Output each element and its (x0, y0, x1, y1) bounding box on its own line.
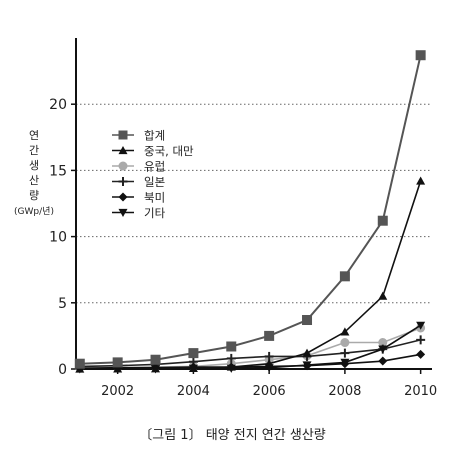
y-tick-label: 20 (49, 97, 67, 113)
axes (71, 38, 432, 374)
figure-caption: 〔그림 1〕 태양 전지 연간 생산량 (139, 428, 326, 443)
data-point (264, 359, 274, 368)
data-point (416, 176, 426, 185)
data-point (340, 358, 350, 367)
data-point (340, 338, 350, 348)
legend-entry: 기타 (112, 206, 166, 220)
y-axis-label-char: 산 (28, 174, 40, 187)
legend-marker (118, 161, 128, 171)
data-point (226, 353, 236, 363)
data-point (113, 364, 123, 373)
legend-marker (118, 177, 128, 186)
data-point (340, 348, 350, 358)
legend-entry: 합계 (112, 129, 165, 143)
x-tick-label: 2008 (328, 384, 361, 399)
y-tick-label: 15 (49, 163, 67, 179)
data-point (74, 358, 85, 369)
data-point (112, 357, 123, 368)
data-point (226, 362, 236, 371)
data-point (378, 345, 388, 354)
data-point (340, 327, 350, 336)
data-point (377, 215, 388, 226)
data-point (302, 315, 313, 326)
data-point (416, 335, 426, 345)
data-point (302, 361, 312, 370)
legend-entry: 중국, 대만 (112, 144, 194, 158)
data-point (416, 321, 426, 330)
legend-marker (118, 130, 128, 140)
series-lines (74, 50, 426, 374)
y-axis-label-char: 간 (28, 144, 40, 157)
legend-entry: 일본 (112, 175, 165, 189)
y-tick-label: 0 (58, 362, 67, 378)
data-point (378, 356, 388, 366)
legend-label: 중국, 대만 (144, 144, 194, 158)
data-point (188, 363, 198, 372)
y-axis-unit: (GWp/년) (14, 207, 54, 217)
x-tick-label: 2004 (177, 384, 210, 399)
legend-marker (118, 192, 128, 202)
data-point (302, 348, 312, 357)
legend-label: 유럽 (144, 160, 165, 174)
legend-entry: 유럽 (112, 160, 165, 174)
series-0 (74, 50, 426, 369)
series-line (79, 339, 421, 368)
legend-marker (118, 146, 128, 155)
tick-labels: 0 5 10 15 20 2002 2004 2006 2008 2010 (49, 97, 437, 399)
data-point (415, 50, 426, 61)
x-tick-label: 2006 (253, 384, 286, 399)
data-point (339, 271, 350, 282)
series-line (79, 353, 421, 370)
x-tick-label: 2010 (404, 384, 437, 399)
data-point (378, 291, 388, 300)
legend-marker (118, 208, 128, 217)
legend-entry: 북미 (112, 191, 165, 205)
legend-label: 합계 (144, 129, 165, 143)
data-point (416, 349, 426, 359)
legend-label: 일본 (144, 175, 165, 189)
data-point (226, 341, 237, 352)
y-axis-label-char: 생 (28, 159, 40, 172)
y-tick-label: 10 (49, 230, 67, 246)
series-line (79, 180, 422, 370)
data-point (151, 364, 161, 373)
data-point (264, 330, 275, 341)
legend-label: 기타 (144, 206, 166, 220)
y-axis-label-char: 량 (28, 189, 40, 202)
data-point (150, 354, 161, 365)
series-line (79, 54, 422, 365)
x-tick-label: 2002 (101, 384, 134, 399)
data-point (188, 348, 199, 359)
grid-lines (76, 103, 432, 304)
data-point (378, 338, 388, 348)
legend-label: 북미 (144, 191, 165, 205)
y-tick-label: 5 (58, 296, 67, 312)
y-axis-label-char: 연 (28, 129, 40, 142)
